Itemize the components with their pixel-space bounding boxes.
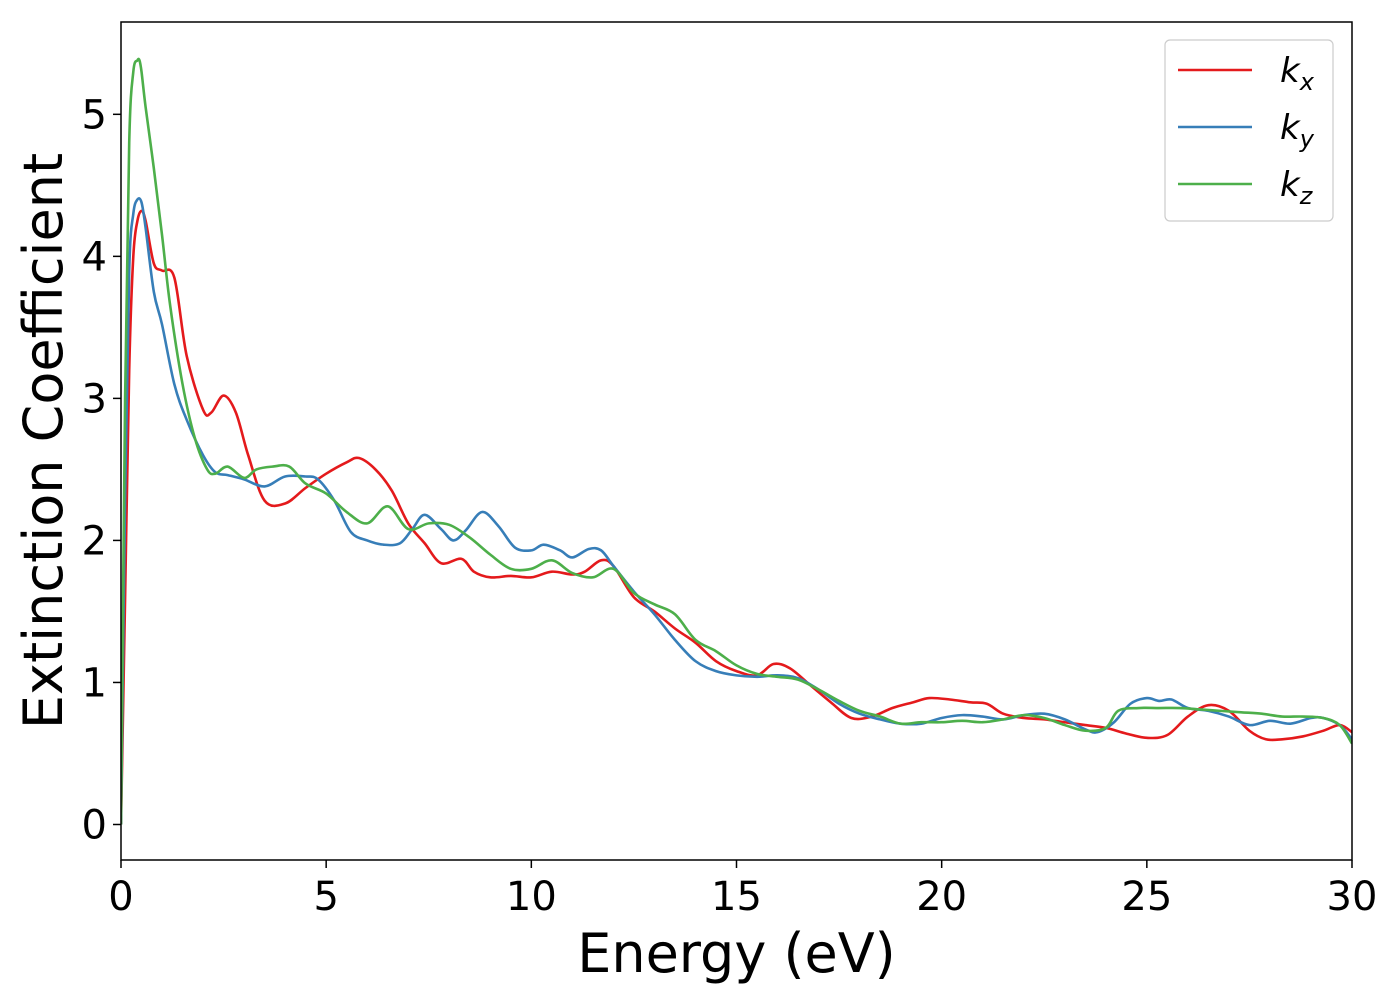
legend-label-kx: kx	[1280, 51, 1315, 96]
y-tick-label: 5	[82, 92, 107, 138]
y-axis-label: Extinction Coefficient	[12, 153, 75, 729]
legend-label-ky: ky	[1280, 108, 1315, 153]
legend: kx ky kz	[1164, 39, 1334, 222]
x-tick-label: 20	[916, 874, 967, 920]
legend-box	[1164, 39, 1334, 222]
y-tick-label: 4	[82, 234, 107, 280]
y-tick-label: 2	[82, 518, 107, 564]
x-tick-label: 0	[108, 874, 133, 920]
x-tick-label: 30	[1327, 874, 1378, 920]
y-tick-label: 1	[82, 660, 107, 706]
series-line-kx	[121, 209, 1352, 825]
x-tick-label: 25	[1121, 874, 1172, 920]
x-axis-ticks: 0 5 10 15 20 25 30	[108, 860, 1377, 920]
plot-lines	[121, 57, 1352, 825]
y-tick-label: 0	[82, 802, 107, 848]
legend-label-kz: kz	[1280, 165, 1314, 210]
x-axis-label: Energy (eV)	[577, 922, 896, 985]
x-tick-label: 15	[711, 874, 762, 920]
y-tick-label: 3	[82, 376, 107, 422]
x-tick-label: 10	[506, 874, 557, 920]
y-axis-ticks: 0 1 2 3 4 5	[82, 92, 121, 848]
series-line-kz	[121, 57, 1352, 825]
series-line-ky	[121, 197, 1352, 825]
x-tick-label: 5	[313, 874, 338, 920]
